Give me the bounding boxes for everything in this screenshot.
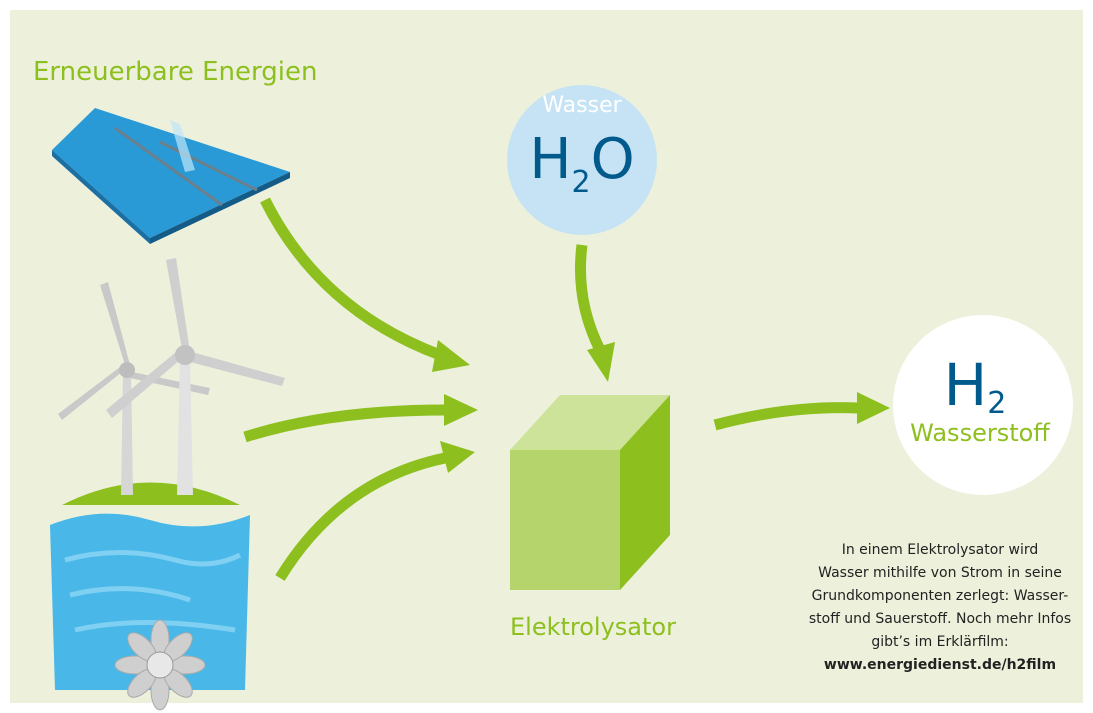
description-line: gibt’s im Erklärfilm: — [871, 634, 1008, 650]
hydro — [50, 514, 250, 710]
description-link[interactable]: www.energiedienst.de/h2film — [824, 657, 1056, 673]
title: Erneuerbare Energien — [33, 57, 317, 87]
diagram: Erneuerbare Energien — [0, 0, 1093, 713]
description-line: stoff und Sauerstoff. Noch mehr Infos — [809, 611, 1071, 627]
electrolyzer-label: Elektrolysator — [510, 613, 676, 641]
formula-base: H — [944, 351, 988, 419]
description-line: Grundkomponenten zerlegt: Wasser- — [812, 588, 1069, 604]
formula-end: O — [591, 127, 635, 192]
water-label: Wasser — [542, 93, 622, 118]
description-line: In einem Elektrolysator wird — [842, 542, 1039, 558]
formula-base: H — [529, 127, 571, 192]
formula-sub: 2 — [571, 165, 590, 200]
electrolyzer-box — [510, 395, 670, 590]
description-line: Wasser mithilfe von Strom in seine — [818, 565, 1062, 581]
hydrogen-label: Wasserstoff — [910, 419, 1050, 447]
formula-sub: 2 — [987, 386, 1006, 421]
